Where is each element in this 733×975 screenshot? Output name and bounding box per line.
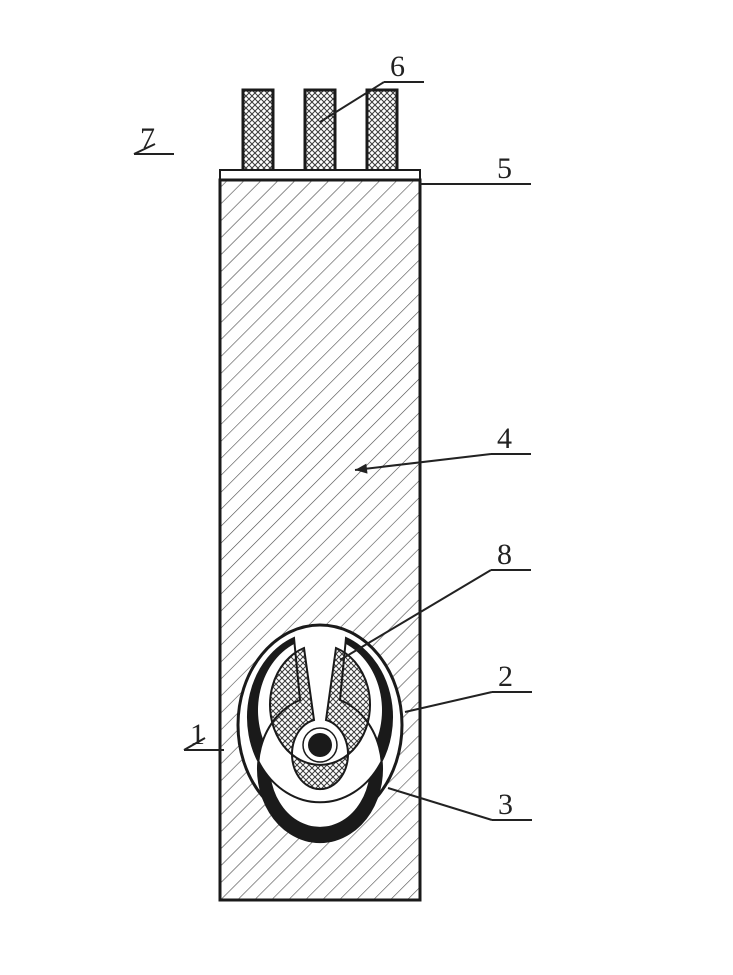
label-8: 8	[497, 538, 512, 571]
label-5: 5	[497, 152, 512, 185]
label-3: 3	[498, 788, 513, 821]
label-2: 2	[498, 660, 513, 693]
center-dot	[308, 733, 332, 757]
prong-1	[243, 90, 273, 180]
label-6: 6	[390, 50, 405, 83]
label-4: 4	[497, 422, 512, 455]
label-1: 1	[190, 718, 205, 751]
label-7: 7	[140, 122, 155, 155]
prong-3	[367, 90, 397, 180]
diagram-canvas: 1 2 3 4 5 6 7 8	[0, 0, 733, 975]
prong-2	[305, 90, 335, 180]
